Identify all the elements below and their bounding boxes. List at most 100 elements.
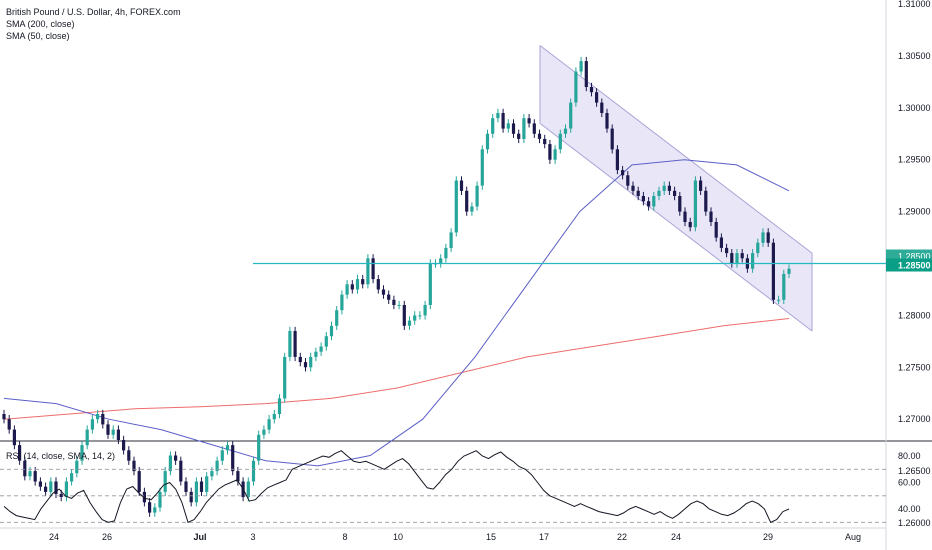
candle-body [699,180,703,191]
candle-body [600,102,604,113]
time-tick-label: 3 [250,532,255,542]
candle-body [761,232,765,243]
sma50-line [3,159,790,467]
price-tick-label: 1.27500 [898,362,931,372]
candle-body [511,123,516,134]
candle-body [18,445,22,461]
candle-body [267,419,271,430]
candle-body [428,263,432,305]
candle-body [64,481,68,498]
candle-body [704,190,708,212]
candle-body [298,356,302,363]
candle-body [148,502,152,513]
candle-body [548,144,552,160]
time-tick-label: Aug [845,532,861,542]
candle-body [350,284,354,290]
candle-body [127,450,131,461]
candle-body [33,471,37,482]
sma200-line [3,318,790,420]
sma200-legend: SMA (200, close) [6,19,75,29]
candle-body [199,481,204,492]
candle-body [23,460,27,477]
candle-body [122,440,126,451]
candle-body [137,471,141,492]
candle-body [688,222,692,228]
candle-body [402,305,406,326]
candle-body [491,118,495,134]
time-tick-label: 8 [342,532,347,542]
candle-body [683,211,687,222]
candle-body [418,315,422,317]
candle-body [621,170,625,176]
candle-body [2,414,6,420]
price-label-lower-bg [886,258,932,272]
candle-body [376,279,380,290]
candle-body [480,149,484,186]
candle-body [319,346,323,352]
candle-body [439,258,443,264]
candle-body [179,460,183,482]
rsi-legend: RSI (14, close, SMA, 14, 2) [6,451,116,461]
candle-body [189,491,193,503]
candle-body [771,242,775,300]
candle-body [163,471,167,492]
candle-body [329,325,334,337]
time-tick-label: 17 [539,532,549,542]
candle-body [615,149,619,171]
price-tick-label: 1.27000 [898,414,931,424]
candle-body [662,185,666,191]
candle-body [345,284,349,295]
candle-body [236,471,240,482]
candle-body [678,196,682,212]
candle-body [641,196,645,202]
candle-body [709,211,713,222]
candle-body [215,460,219,472]
candle-body [397,305,401,306]
price-tick-label: 1.30000 [898,103,931,113]
candle-body [787,268,791,274]
candle-body [132,460,136,472]
time-tick-label: 24 [49,532,59,542]
candle-body [537,133,542,139]
candle-body [194,481,198,503]
candle-body [569,102,573,129]
candle-body [652,196,656,207]
price-tick-label: 1.29000 [898,207,931,217]
candle-body [288,331,292,357]
candle-body [423,305,427,316]
candle-body [574,71,578,103]
candle-body [589,87,594,93]
channel-lower-line [539,122,813,332]
candle-body [49,481,53,492]
candle-body [355,279,360,290]
candle-body [501,113,505,129]
candle-body [210,471,214,477]
channel-fill [540,45,812,331]
candle-body [714,222,718,238]
candle-body [777,299,781,301]
candle-body [38,481,42,487]
candle-body [205,476,209,492]
candle-body [303,362,308,368]
candle-body [277,398,282,414]
time-tick-label: 10 [393,532,403,542]
candle-body [610,128,614,150]
candle-body [116,429,120,440]
candle-body [584,61,588,87]
candle-body [782,273,786,300]
candle-body [44,486,48,492]
candle-body [246,481,250,498]
rsi-line [3,450,790,523]
price-tick-label: 1.30500 [898,51,931,61]
candle-body [553,149,557,160]
candle-body [475,185,479,207]
candle-body [579,61,583,72]
candle-body [381,289,386,295]
candle-body [75,460,79,474]
chart-title: British Pound / U.S. Dollar, 4h, FOREX.c… [6,7,181,17]
candle-body [506,123,510,129]
candle-body [28,471,32,477]
candles-group [2,56,791,517]
time-tick-label: 29 [763,532,773,542]
